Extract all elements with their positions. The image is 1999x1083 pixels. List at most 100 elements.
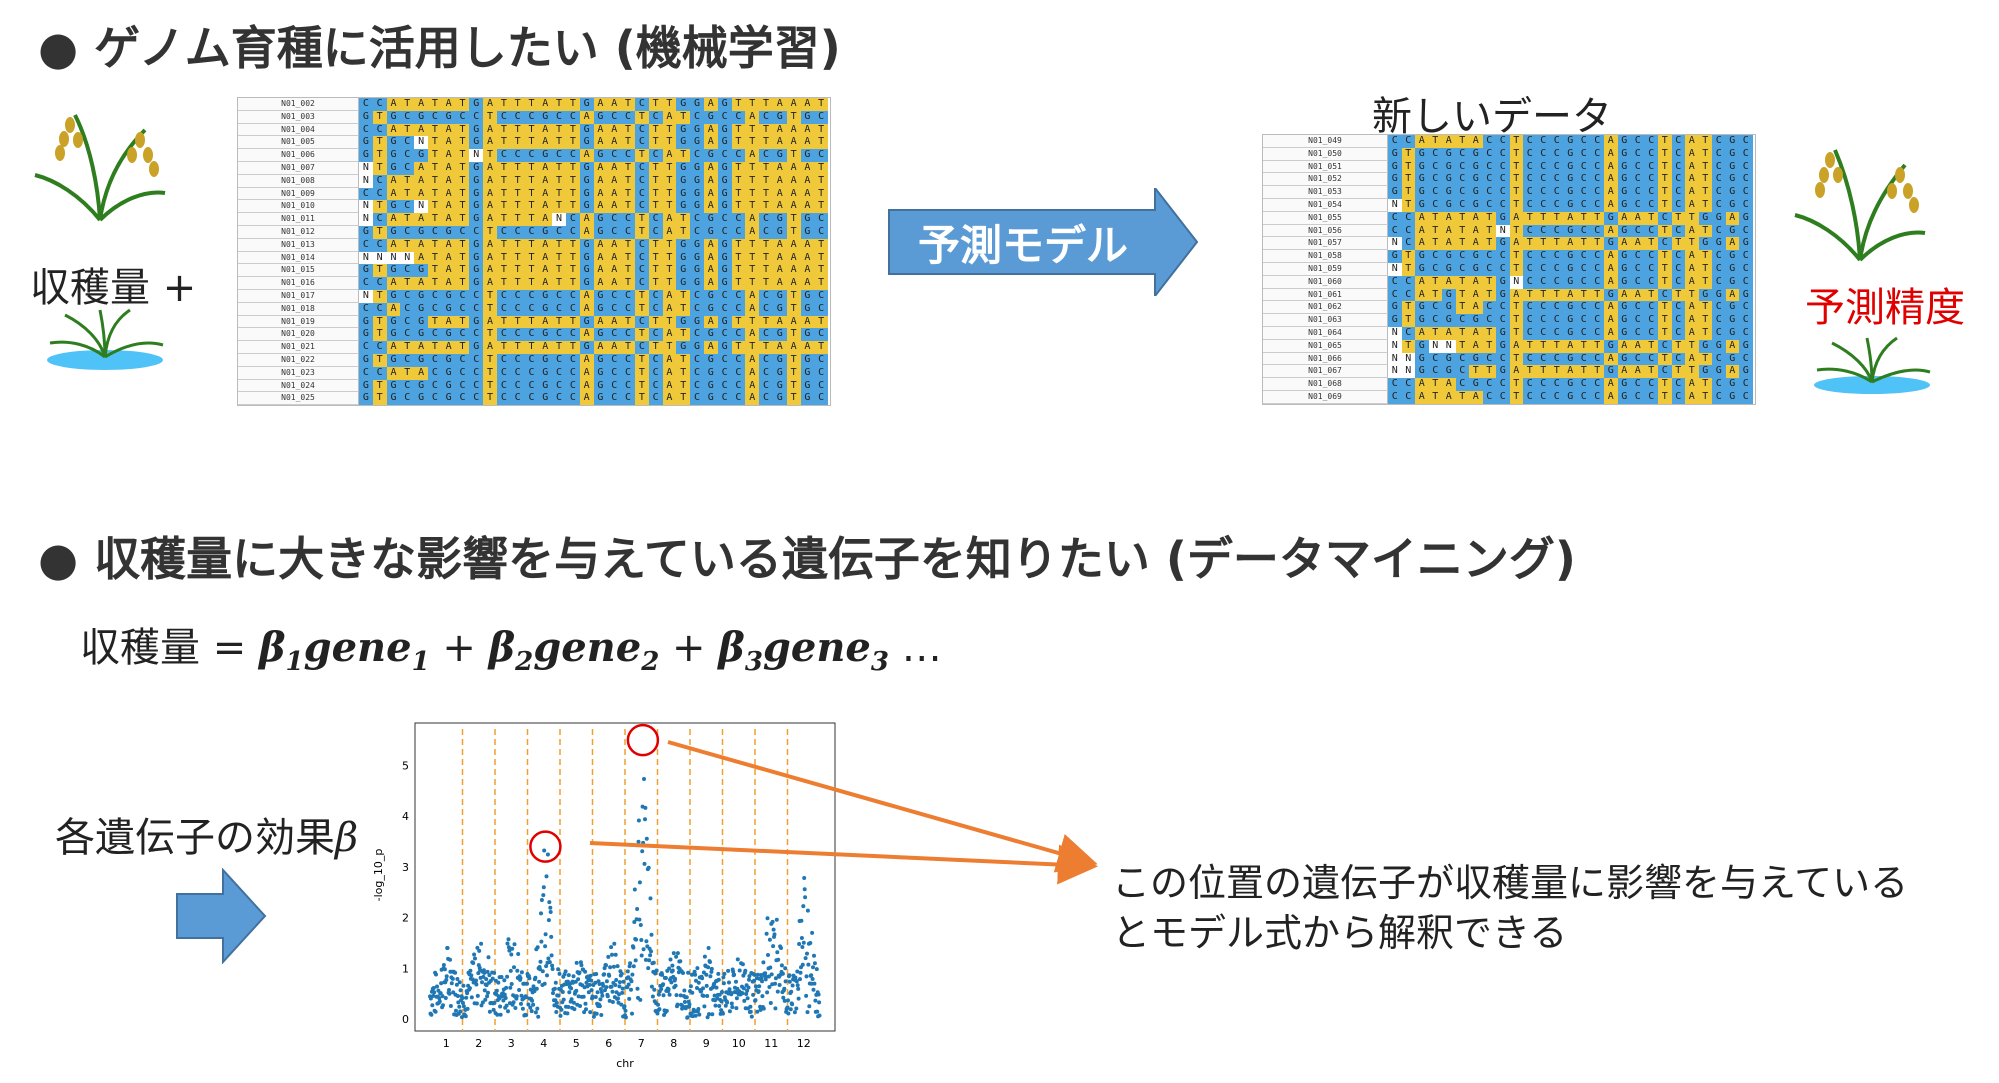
base-cell: T	[634, 110, 649, 124]
base-cell: C	[1671, 378, 1685, 391]
base-cell: G	[1563, 326, 1577, 340]
base-cell: T	[1428, 224, 1442, 238]
base-cell: A	[1509, 288, 1523, 302]
base-cell: T	[621, 174, 635, 188]
base-cell: T	[1644, 339, 1658, 353]
data-point	[783, 966, 788, 971]
base-cell: T	[1698, 390, 1712, 404]
base-cell: T	[1455, 301, 1469, 315]
base-cell: G	[1563, 378, 1577, 391]
base-cell: T	[814, 315, 829, 329]
base-cell: T	[1698, 250, 1712, 263]
base-cell: T	[814, 277, 829, 290]
base-cell: G	[703, 392, 718, 406]
data-point	[518, 976, 523, 981]
base-cell: G	[1698, 288, 1712, 302]
data-point	[472, 952, 477, 957]
base-cell: C	[621, 110, 635, 124]
data-point	[617, 984, 622, 989]
base-cell: C	[1739, 262, 1753, 276]
base-cell: N	[1388, 339, 1402, 353]
base-cell: C	[359, 341, 373, 354]
base-cell: A	[1685, 390, 1699, 404]
sample-name: N01_050	[1263, 147, 1388, 161]
data-point	[786, 1011, 791, 1016]
base-cell: G	[1415, 262, 1429, 276]
base-cell: G	[359, 149, 373, 162]
base-cell: G	[593, 366, 608, 380]
base-cell: A	[607, 136, 622, 150]
data-point	[455, 994, 460, 998]
data-point	[461, 1004, 466, 1009]
base-cell: C	[634, 123, 649, 137]
base-cell: T	[1509, 301, 1523, 315]
base-cell: A	[786, 174, 801, 188]
sample-name: N01_017	[238, 289, 359, 303]
base-cell: T	[427, 161, 442, 175]
base-cell: C	[1658, 288, 1672, 302]
base-cell: C	[427, 379, 442, 393]
base-cell: A	[1685, 250, 1699, 263]
base-cell: A	[786, 136, 801, 150]
base-cell: C	[469, 392, 484, 406]
base-cell: T	[372, 225, 387, 239]
base-cell: T	[1698, 160, 1712, 174]
base-cell: C	[1496, 390, 1510, 404]
sample-name: N01_053	[1263, 186, 1388, 199]
base-cell: A	[1725, 365, 1739, 379]
base-cell: A	[441, 315, 456, 329]
data-point	[499, 975, 504, 979]
base-cell: G	[538, 110, 553, 124]
base-cell: C	[1590, 378, 1604, 391]
base-cell: G	[1442, 160, 1456, 174]
base-cell: G	[1617, 147, 1631, 161]
base-cell: G	[1725, 275, 1739, 289]
base-cell: N	[1509, 275, 1523, 289]
base-cell: C	[1388, 275, 1402, 289]
base-cell: N	[359, 251, 373, 265]
base-cell: C	[496, 110, 511, 124]
data-point	[589, 978, 594, 983]
base-cell: G	[1617, 262, 1631, 276]
data-point	[438, 991, 443, 996]
base-cell: T	[814, 200, 829, 214]
base-cell: C	[1631, 135, 1645, 148]
data-point	[620, 986, 625, 991]
sample-name: N01_063	[1263, 314, 1388, 327]
data-point	[708, 960, 712, 964]
data-point	[482, 970, 487, 975]
base-cell: C	[1401, 288, 1415, 302]
base-cell: G	[414, 289, 428, 303]
base-cell: C	[1550, 390, 1564, 404]
base-cell: G	[579, 98, 594, 111]
base-cell: G	[1442, 301, 1456, 315]
base-cell: G	[1617, 160, 1631, 174]
base-cell: T	[400, 238, 415, 252]
data-point	[540, 969, 545, 974]
base-cell: T	[524, 315, 539, 329]
base-cell: A	[1509, 211, 1523, 225]
base-cell: A	[414, 251, 428, 265]
base-cell: T	[745, 98, 760, 111]
data-point	[748, 1004, 753, 1009]
base-cell: C	[359, 238, 373, 252]
base-cell: T	[786, 149, 801, 162]
base-cell: C	[814, 302, 829, 316]
data-point	[611, 964, 616, 969]
base-cell: T	[1658, 314, 1672, 327]
data-point	[563, 969, 568, 974]
base-cell: C	[510, 392, 525, 406]
data-point	[625, 969, 630, 974]
base-cell: T	[1428, 237, 1442, 251]
data-point	[571, 974, 576, 979]
data-point	[550, 967, 555, 971]
base-cell: G	[1563, 224, 1577, 238]
base-cell: T	[621, 98, 635, 111]
base-cell: N	[1388, 198, 1402, 212]
base-cell: C	[1577, 326, 1591, 340]
base-cell: C	[1523, 275, 1537, 289]
base-cell: C	[1496, 352, 1510, 366]
base-cell: G	[1617, 135, 1631, 148]
